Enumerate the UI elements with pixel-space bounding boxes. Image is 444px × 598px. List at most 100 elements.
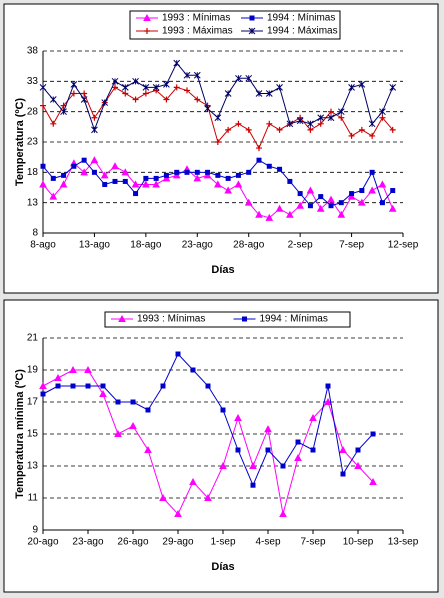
marker: [327, 114, 335, 122]
marker: [173, 59, 181, 67]
marker: [204, 105, 211, 112]
marker: [266, 120, 273, 127]
marker: [339, 445, 347, 453]
marker: [131, 180, 140, 188]
y-tick-label: 13: [27, 461, 39, 472]
y-tick-label: 18: [27, 167, 39, 178]
marker: [264, 425, 272, 433]
marker: [54, 373, 62, 381]
marker: [163, 81, 170, 88]
marker: [174, 169, 180, 175]
marker: [214, 114, 222, 122]
marker: [159, 493, 167, 501]
y-tick-label: 23: [27, 137, 39, 148]
marker: [338, 114, 345, 121]
marker: [245, 74, 253, 82]
marker: [49, 192, 58, 200]
marker: [389, 126, 396, 133]
marker: [379, 108, 386, 116]
legend-box: [104, 311, 351, 328]
marker: [296, 117, 304, 125]
marker: [143, 175, 149, 181]
marker: [194, 169, 200, 175]
marker: [61, 172, 67, 178]
marker: [142, 180, 150, 188]
marker: [337, 108, 345, 116]
marker: [340, 471, 346, 477]
marker: [55, 383, 61, 389]
marker: [99, 389, 107, 397]
marker: [306, 186, 315, 194]
marker: [59, 180, 68, 188]
marker: [246, 169, 252, 175]
marker: [132, 77, 139, 85]
marker: [183, 71, 191, 79]
x-axis-title: Días: [211, 264, 234, 276]
marker: [194, 96, 201, 103]
marker: [309, 413, 317, 421]
legend-text: 1994 : Máximas: [267, 26, 338, 37]
marker: [142, 84, 150, 91]
marker: [242, 316, 247, 322]
marker: [359, 188, 365, 194]
marker: [111, 77, 119, 85]
marker: [129, 421, 137, 429]
marker: [347, 192, 356, 200]
marker: [203, 171, 212, 179]
marker: [277, 166, 283, 172]
marker: [235, 172, 241, 178]
marker: [389, 84, 397, 91]
marker: [324, 397, 332, 405]
marker: [121, 168, 130, 176]
marker: [235, 120, 242, 127]
x-tick-label: 20-ago: [27, 537, 59, 548]
marker: [133, 191, 139, 197]
y-tick-label: 15: [27, 429, 39, 440]
plot-area: [43, 51, 403, 233]
marker: [49, 96, 57, 103]
marker: [368, 120, 376, 128]
marker: [112, 178, 118, 184]
marker: [370, 431, 376, 437]
marker: [235, 447, 241, 453]
marker: [163, 96, 170, 103]
marker: [122, 178, 128, 184]
marker: [337, 210, 346, 218]
marker: [378, 180, 387, 188]
marker: [111, 162, 119, 170]
y-tick-label: 19: [27, 365, 39, 376]
marker: [220, 407, 226, 413]
marker: [40, 391, 46, 397]
marker: [80, 168, 88, 176]
y-tick-label: 8: [32, 228, 38, 239]
marker: [112, 84, 118, 91]
marker: [249, 15, 255, 21]
marker: [50, 120, 57, 127]
marker: [114, 429, 122, 437]
marker: [234, 180, 243, 188]
marker: [286, 120, 294, 128]
marker: [70, 383, 76, 389]
marker: [390, 188, 396, 194]
marker: [214, 180, 222, 188]
marker: [160, 383, 166, 389]
marker: [255, 90, 263, 97]
marker: [163, 172, 169, 178]
marker: [80, 96, 88, 103]
marker: [215, 172, 221, 178]
marker: [205, 383, 211, 389]
marker: [184, 169, 190, 175]
marker: [85, 383, 91, 389]
marker: [184, 87, 190, 94]
marker: [70, 81, 78, 88]
plot-area: [43, 338, 403, 530]
x-tick-label: 23-ago: [182, 240, 214, 251]
marker: [307, 203, 313, 209]
marker: [255, 210, 263, 218]
x-tick-label: 28-ago: [233, 240, 265, 251]
marker: [145, 407, 151, 413]
x-tick-label: 13-ago: [79, 240, 111, 251]
y-tick-label: 9: [32, 525, 38, 536]
legend-text: 1994 : Mínimas: [260, 314, 328, 325]
marker: [224, 186, 232, 194]
